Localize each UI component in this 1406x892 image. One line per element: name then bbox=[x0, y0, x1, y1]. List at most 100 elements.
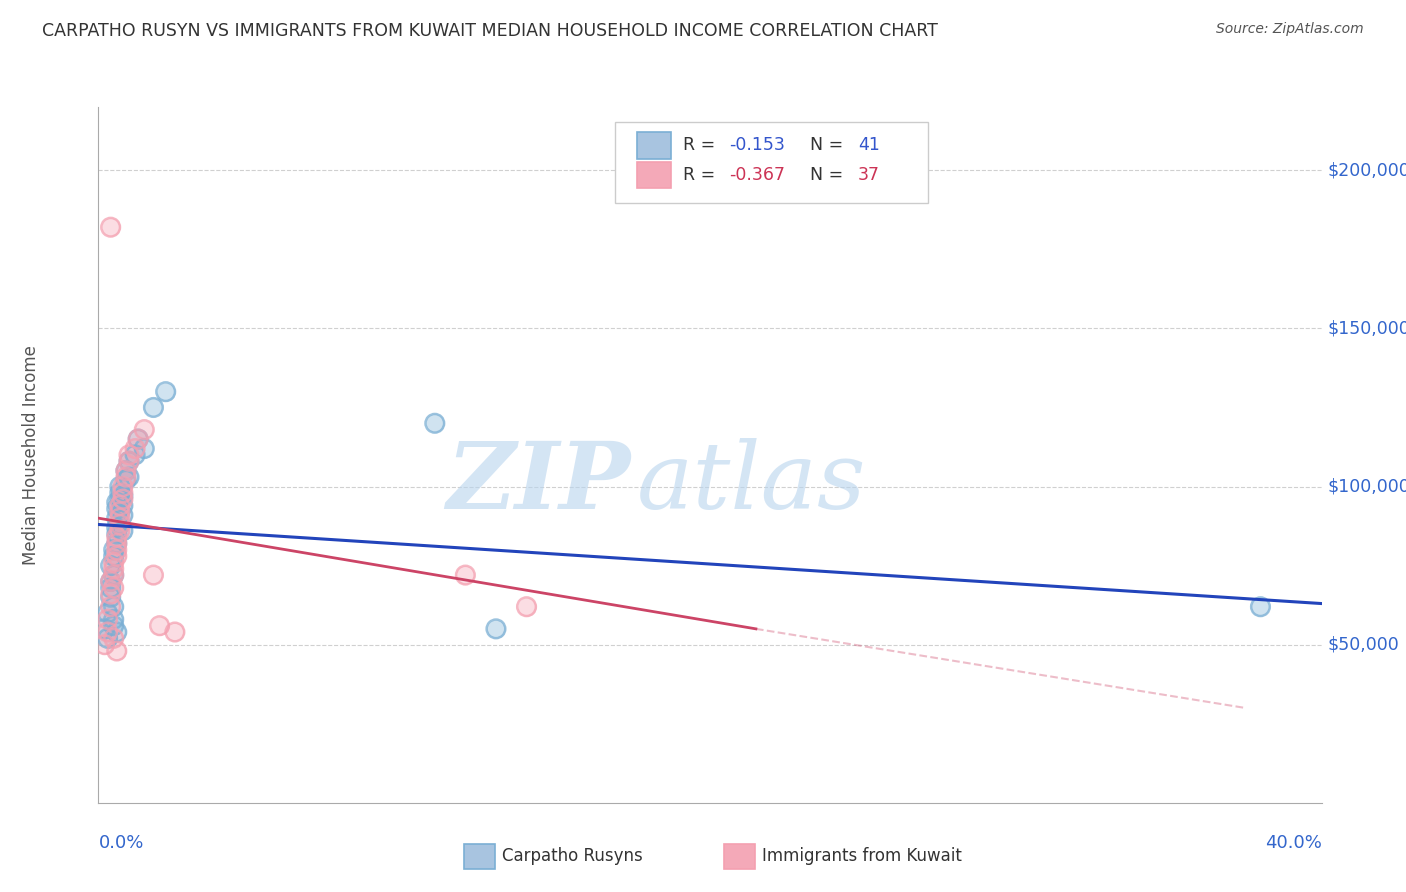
Point bbox=[108, 492, 131, 507]
Point bbox=[124, 442, 146, 456]
Point bbox=[134, 442, 156, 456]
Point bbox=[142, 401, 165, 415]
Text: $100,000: $100,000 bbox=[1327, 477, 1406, 496]
Point bbox=[100, 220, 122, 235]
Point bbox=[105, 495, 128, 509]
Point bbox=[108, 505, 131, 519]
Point bbox=[111, 492, 134, 507]
Point bbox=[105, 549, 128, 563]
Point bbox=[103, 549, 125, 563]
Point bbox=[97, 625, 120, 640]
Point bbox=[142, 401, 165, 415]
Point bbox=[103, 562, 125, 576]
Point bbox=[118, 454, 141, 468]
Text: 37: 37 bbox=[858, 166, 880, 185]
Text: R =: R = bbox=[683, 166, 721, 185]
Point bbox=[100, 581, 122, 595]
Text: R =: R = bbox=[683, 136, 721, 154]
Point bbox=[118, 470, 141, 484]
Point bbox=[118, 448, 141, 462]
Point bbox=[108, 505, 131, 519]
Point bbox=[111, 508, 134, 522]
Point bbox=[100, 587, 122, 601]
Point bbox=[103, 568, 125, 582]
Text: $200,000: $200,000 bbox=[1327, 161, 1406, 179]
Point bbox=[108, 517, 131, 532]
Point bbox=[100, 581, 122, 595]
Point bbox=[108, 524, 131, 538]
Point bbox=[134, 423, 156, 437]
Point bbox=[105, 625, 128, 640]
Point bbox=[93, 638, 115, 652]
Text: -0.367: -0.367 bbox=[730, 166, 786, 185]
Point bbox=[93, 622, 115, 636]
Point bbox=[111, 489, 134, 503]
Point bbox=[115, 464, 138, 478]
Point bbox=[108, 511, 131, 525]
Point bbox=[105, 644, 128, 658]
FancyBboxPatch shape bbox=[637, 162, 671, 188]
Point bbox=[485, 622, 508, 636]
Point bbox=[103, 612, 125, 626]
FancyBboxPatch shape bbox=[614, 122, 928, 203]
Point bbox=[149, 618, 172, 632]
Point bbox=[127, 432, 149, 446]
Point bbox=[127, 432, 149, 446]
Point bbox=[97, 606, 120, 620]
Point bbox=[111, 524, 134, 538]
Point bbox=[105, 521, 128, 535]
Point bbox=[124, 448, 146, 462]
Point bbox=[100, 599, 122, 614]
Point bbox=[118, 454, 141, 468]
Point bbox=[1249, 599, 1271, 614]
Point bbox=[100, 558, 122, 573]
Point bbox=[108, 517, 131, 532]
Point bbox=[111, 486, 134, 500]
Point bbox=[108, 499, 131, 513]
Point bbox=[108, 479, 131, 493]
Point bbox=[149, 618, 172, 632]
Text: Immigrants from Kuwait: Immigrants from Kuwait bbox=[762, 847, 962, 865]
Point bbox=[105, 536, 128, 550]
Point bbox=[108, 524, 131, 538]
Point bbox=[111, 524, 134, 538]
Point bbox=[105, 501, 128, 516]
Point bbox=[103, 581, 125, 595]
Point bbox=[108, 486, 131, 500]
Point bbox=[103, 549, 125, 563]
Point bbox=[108, 492, 131, 507]
Point bbox=[100, 558, 122, 573]
Point bbox=[108, 479, 131, 493]
Point bbox=[118, 454, 141, 468]
Text: atlas: atlas bbox=[637, 438, 866, 528]
Point bbox=[105, 549, 128, 563]
Point bbox=[93, 622, 115, 636]
Point bbox=[105, 511, 128, 525]
Point bbox=[134, 442, 156, 456]
Point bbox=[105, 644, 128, 658]
Point bbox=[111, 508, 134, 522]
Point bbox=[155, 384, 177, 399]
Point bbox=[100, 220, 122, 235]
Text: ZIP: ZIP bbox=[446, 438, 630, 528]
Point bbox=[111, 492, 134, 507]
Point bbox=[103, 568, 125, 582]
Point bbox=[111, 499, 134, 513]
Point bbox=[105, 625, 128, 640]
Text: N =: N = bbox=[800, 166, 849, 185]
Point bbox=[163, 625, 186, 640]
Point bbox=[142, 568, 165, 582]
Point bbox=[111, 479, 134, 493]
Point bbox=[105, 542, 128, 557]
Point bbox=[142, 568, 165, 582]
Point bbox=[97, 606, 120, 620]
Point bbox=[155, 384, 177, 399]
Point bbox=[103, 556, 125, 570]
Point bbox=[100, 574, 122, 589]
Point bbox=[111, 499, 134, 513]
Point bbox=[103, 618, 125, 632]
Point bbox=[105, 536, 128, 550]
Point bbox=[118, 454, 141, 468]
Point bbox=[105, 530, 128, 544]
Point bbox=[105, 501, 128, 516]
